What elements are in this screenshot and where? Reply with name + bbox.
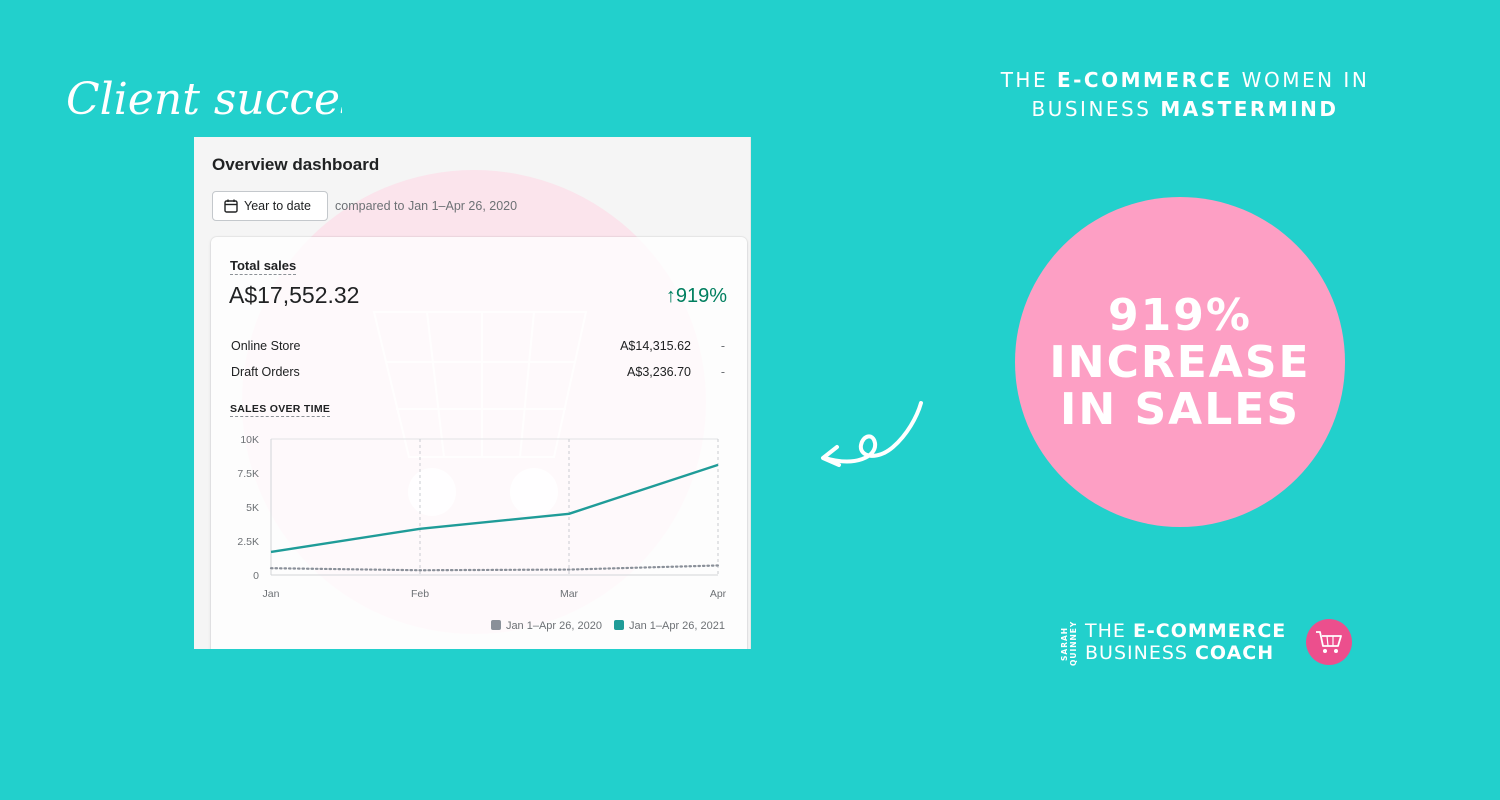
sales-over-time-chart: 10K 7.5K 5K 2.5K 0 Jan Feb Mar Apr (237, 434, 727, 600)
logo-bold-text: E-COMMERCE (1132, 620, 1287, 642)
x-tick-label: Mar (560, 588, 579, 600)
logo-bold-text: COACH (1194, 642, 1275, 664)
legend-swatch (613, 620, 624, 630)
logo-side-text: SARAH QUINNEY (1060, 620, 1078, 666)
total-sales-value: A$17,552.32 (229, 282, 360, 308)
y-tick-label: 10K (240, 434, 259, 446)
legend-item[interactable]: Jan 1–Apr 26, 2021 (613, 620, 725, 632)
headline-bold-text: MASTERMIND (1160, 97, 1339, 121)
y-tick-label: 5K (246, 502, 259, 514)
headline-text: WOMEN IN (1232, 68, 1370, 92)
total-sales-label[interactable]: Total sales (230, 258, 297, 275)
increase-badge: 919% INCREASE IN SALES (1015, 197, 1345, 527)
sales-over-time-label[interactable]: SALES OVER TIME (230, 403, 331, 417)
x-tick-label: Jan (263, 588, 280, 600)
y-tick-label: 0 (253, 570, 259, 582)
total-sales-card: Total sales A$17,552.32 ↑919% Online Sto… (211, 237, 747, 649)
curly-arrow-icon (821, 401, 923, 467)
dashboard-screenshot: Overview dashboard Year to date compared… (194, 137, 751, 649)
calendar-icon (224, 199, 238, 213)
channel-change: - (720, 365, 725, 379)
dashboard-title: Overview dashboard (212, 155, 380, 174)
x-tick-label: Feb (411, 588, 429, 600)
change-percent: 919% (675, 285, 727, 307)
channel-amount: A$3,236.70 (627, 365, 691, 379)
in-sales-text: IN SALES (1059, 383, 1301, 435)
channel-label: Online Store (231, 339, 301, 353)
increase-word: INCREASE (1049, 336, 1311, 388)
ecommerce-business-coach-logo: SARAH QUINNEY THE E-COMMERCE BUSINESS CO… (1060, 618, 1360, 668)
mastermind-headline: THE E-COMMERCE WOMEN IN BUSINESS MASTERM… (985, 66, 1385, 124)
comparison-text: compared to Jan 1–Apr 26, 2020 (335, 199, 518, 213)
series-line-0 (269, 564, 720, 572)
series-line-1 (270, 463, 719, 554)
total-sales-change: ↑919% (666, 285, 727, 308)
channel-amount: A$14,315.62 (620, 339, 691, 353)
channel-change: - (720, 339, 725, 353)
svg-text:Client success: Client success (66, 74, 342, 125)
x-tick-label: Apr (710, 588, 727, 600)
arrow-up-icon: ↑ (665, 285, 676, 307)
shopping-cart-icon (1316, 631, 1342, 653)
channel-label: Draft Orders (231, 365, 300, 379)
increase-percent: 919% (1108, 289, 1252, 341)
logo-badge (1306, 619, 1352, 665)
headline-bold-text: E-COMMERCE (1056, 68, 1233, 92)
headline-text: BUSINESS (1031, 97, 1161, 121)
logo-line-1: THE E-COMMERCE (1085, 620, 1286, 642)
legend-swatch (490, 620, 501, 630)
chart-legend: Jan 1–Apr 26, 2020 Jan 1–Apr 26, 2021 (490, 620, 725, 632)
legend-label: Jan 1–Apr 26, 2020 (505, 620, 602, 632)
client-success-script-title: Client success (66, 74, 342, 125)
y-tick-label: 7.5K (237, 468, 259, 480)
logo-text: BUSINESS (1085, 642, 1195, 664)
date-range-label: Year to date (244, 199, 311, 213)
legend-item[interactable]: Jan 1–Apr 26, 2020 (490, 620, 602, 632)
logo-line-2: BUSINESS COACH (1085, 642, 1274, 664)
logo-text: THE (1085, 620, 1133, 642)
date-range-button[interactable]: Year to date (212, 191, 328, 221)
headline-text: THE (1000, 68, 1057, 92)
y-tick-label: 2.5K (237, 536, 259, 548)
legend-label: Jan 1–Apr 26, 2021 (628, 620, 725, 632)
